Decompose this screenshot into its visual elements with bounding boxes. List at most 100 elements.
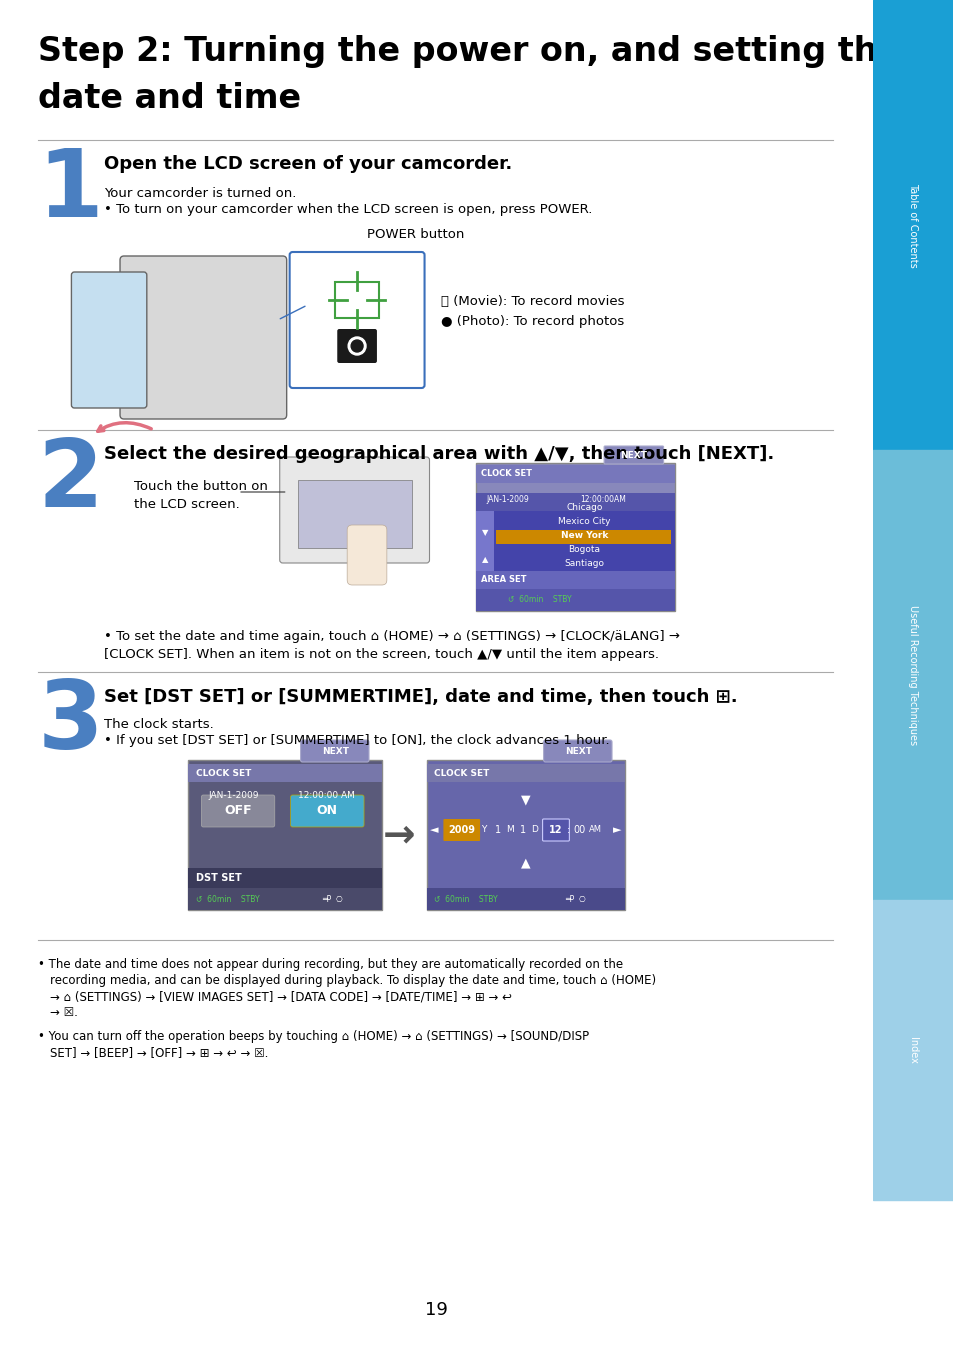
FancyBboxPatch shape xyxy=(337,328,376,364)
Bar xyxy=(476,465,674,483)
Text: • To turn on your camcorder when the LCD screen is open, press POWER.: • To turn on your camcorder when the LCD… xyxy=(104,204,592,216)
Bar xyxy=(426,887,624,911)
FancyBboxPatch shape xyxy=(347,525,387,585)
Bar xyxy=(476,493,674,512)
Text: POWER button: POWER button xyxy=(367,228,464,242)
Bar xyxy=(335,282,378,318)
Text: ↺  60min    STBY: ↺ 60min STBY xyxy=(196,894,260,904)
Bar xyxy=(189,887,381,911)
Bar xyxy=(189,868,381,887)
Text: 2: 2 xyxy=(38,436,104,527)
Text: ON: ON xyxy=(316,805,337,817)
Text: Y: Y xyxy=(481,825,486,835)
Text: New York: New York xyxy=(560,531,607,540)
Text: ►: ► xyxy=(612,825,620,835)
Text: 12:00:00AM: 12:00:00AM xyxy=(579,494,625,503)
FancyBboxPatch shape xyxy=(291,795,364,826)
Text: → ⌂ (SETTINGS) → [VIEW IMAGES SET] → [DATA CODE] → [DATE/TIME] → ⊞ → ↩: → ⌂ (SETTINGS) → [VIEW IMAGES SET] → [DA… xyxy=(50,991,511,1003)
Text: Useful Recording Techniques: Useful Recording Techniques xyxy=(907,605,918,745)
FancyBboxPatch shape xyxy=(290,252,424,388)
Bar xyxy=(476,501,494,571)
Text: ↺  60min    STBY: ↺ 60min STBY xyxy=(434,894,497,904)
Bar xyxy=(426,760,624,911)
Text: 1: 1 xyxy=(519,825,525,835)
FancyBboxPatch shape xyxy=(603,446,663,464)
Text: ▲: ▲ xyxy=(481,555,488,565)
Text: ↺  60min    STBY: ↺ 60min STBY xyxy=(507,596,571,604)
Text: ▼: ▼ xyxy=(481,528,488,537)
Text: Mexico City: Mexico City xyxy=(558,517,610,525)
Text: recording media, and can be displayed during playback. To display the date and t: recording media, and can be displayed du… xyxy=(50,974,655,987)
Text: The clock starts.: The clock starts. xyxy=(104,718,213,731)
Bar xyxy=(189,760,381,911)
Bar xyxy=(496,531,670,544)
Bar xyxy=(426,764,624,782)
Text: ⎗ (Movie): To record movies: ⎗ (Movie): To record movies xyxy=(441,294,624,308)
Text: date and time: date and time xyxy=(38,81,300,115)
Text: CLOCK SET: CLOCK SET xyxy=(196,768,252,778)
FancyBboxPatch shape xyxy=(120,256,286,419)
Text: DST SET: DST SET xyxy=(196,873,242,883)
Text: SET] → [BEEP] → [OFF] → ⊞ → ↩ → ☒.: SET] → [BEEP] → [OFF] → ⊞ → ↩ → ☒. xyxy=(50,1046,268,1058)
Bar xyxy=(872,900,953,1200)
Text: NEXT: NEXT xyxy=(564,746,591,756)
Text: 1: 1 xyxy=(38,145,103,237)
Text: Step 2: Turning the power on, and setting the: Step 2: Turning the power on, and settin… xyxy=(38,35,899,68)
Text: Santiago: Santiago xyxy=(563,559,603,567)
Text: Open the LCD screen of your camcorder.: Open the LCD screen of your camcorder. xyxy=(104,155,512,172)
Text: ● (Photo): To record photos: ● (Photo): To record photos xyxy=(441,315,624,328)
Text: Set [DST SET] or [SUMMERTIME], date and time, then touch ⊞.: Set [DST SET] or [SUMMERTIME], date and … xyxy=(104,688,737,706)
Text: 00: 00 xyxy=(573,825,585,835)
FancyBboxPatch shape xyxy=(201,795,274,826)
Bar xyxy=(476,463,674,611)
Text: Chicago: Chicago xyxy=(565,502,601,512)
FancyBboxPatch shape xyxy=(300,740,369,763)
Text: • To set the date and time again, touch ⌂ (HOME) → ⌂ (SETTINGS) → [CLOCK/äLANG] : • To set the date and time again, touch … xyxy=(104,630,679,643)
Text: [CLOCK SET]. When an item is not on the screen, touch ▲/▼ until the item appears: [CLOCK SET]. When an item is not on the … xyxy=(104,649,659,661)
Text: ◄: ◄ xyxy=(430,825,438,835)
Text: Your camcorder is turned on.: Your camcorder is turned on. xyxy=(104,187,296,199)
FancyBboxPatch shape xyxy=(543,740,612,763)
Bar xyxy=(872,451,953,900)
Text: Table of Contents: Table of Contents xyxy=(907,183,918,267)
Text: Touch the button on
the LCD screen.: Touch the button on the LCD screen. xyxy=(133,480,268,512)
Text: 2009: 2009 xyxy=(447,825,475,835)
Text: JAN-1-2009: JAN-1-2009 xyxy=(208,791,258,799)
Text: ═P  ⎔: ═P ⎔ xyxy=(565,894,585,904)
Bar xyxy=(476,589,674,611)
Text: CLOCK SET: CLOCK SET xyxy=(480,470,532,479)
Text: CLOCK SET: CLOCK SET xyxy=(434,768,489,778)
Text: Select the desired geographical area with ▲/▼, then touch [NEXT].: Select the desired geographical area wit… xyxy=(104,445,774,463)
Bar xyxy=(476,571,674,589)
Circle shape xyxy=(348,337,366,356)
FancyBboxPatch shape xyxy=(279,457,429,563)
Text: Bogota: Bogota xyxy=(568,544,599,554)
Text: • The date and time does not appear during recording, but they are automatically: • The date and time does not appear duri… xyxy=(38,958,622,972)
Bar xyxy=(494,501,674,571)
Text: AREA SET: AREA SET xyxy=(480,575,526,585)
Text: AM: AM xyxy=(588,825,601,835)
Bar xyxy=(189,764,381,782)
Text: 3: 3 xyxy=(38,677,103,769)
Text: • You can turn off the operation beeps by touching ⌂ (HOME) → ⌂ (SETTINGS) → [SO: • You can turn off the operation beeps b… xyxy=(38,1030,588,1044)
Bar xyxy=(297,480,412,548)
FancyBboxPatch shape xyxy=(71,271,147,408)
Text: NEXT: NEXT xyxy=(321,746,349,756)
Text: →: → xyxy=(382,816,415,854)
Text: D: D xyxy=(531,825,537,835)
Text: OFF: OFF xyxy=(224,805,252,817)
Text: ▼: ▼ xyxy=(520,794,530,806)
Text: 12:00:00 AM: 12:00:00 AM xyxy=(297,791,355,799)
Text: 1: 1 xyxy=(495,825,500,835)
FancyBboxPatch shape xyxy=(443,820,479,841)
FancyBboxPatch shape xyxy=(542,820,569,841)
Text: 12: 12 xyxy=(548,825,561,835)
Text: Index: Index xyxy=(907,1037,918,1064)
Text: → ☒.: → ☒. xyxy=(50,1006,77,1019)
Text: :: : xyxy=(566,825,569,835)
Text: ═P  ⎔: ═P ⎔ xyxy=(322,894,343,904)
Text: M: M xyxy=(505,825,514,835)
Text: 19: 19 xyxy=(425,1301,447,1319)
Text: JAN-1-2009: JAN-1-2009 xyxy=(485,494,528,503)
Text: • If you set [DST SET] or [SUMMERTIME] to [ON], the clock advances 1 hour.: • If you set [DST SET] or [SUMMERTIME] t… xyxy=(104,734,609,746)
